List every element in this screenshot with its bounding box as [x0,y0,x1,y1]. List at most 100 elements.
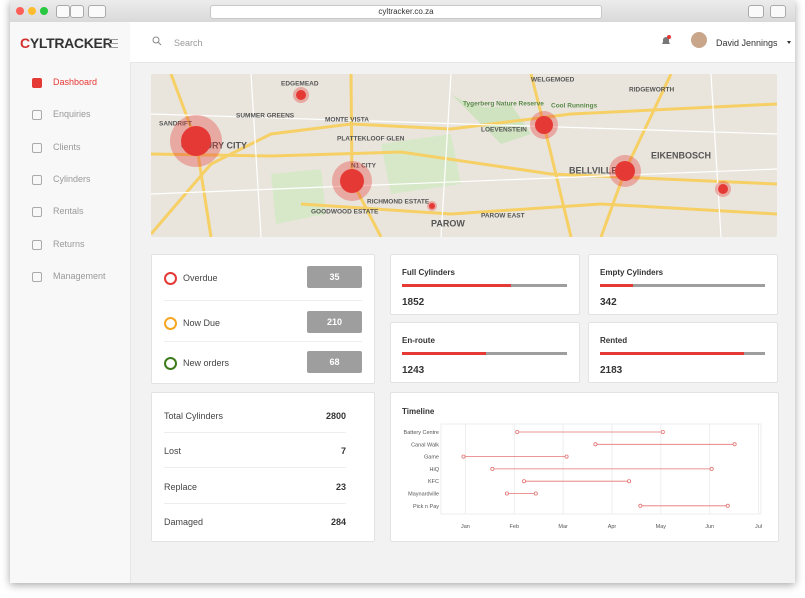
progress-track [402,352,567,355]
browser-chrome: cyltracker.co.za [10,0,795,23]
cylinder-label: Full Cylinders [402,268,455,277]
tabs-button[interactable] [770,5,786,18]
cylinder-value: 1243 [402,365,425,376]
chart-title: Timeline [402,407,435,416]
map-label: LOEVENSTEIN [481,127,527,134]
y-tick-label: Battery Centre [404,430,439,436]
map-label: EDGEMEAD [281,81,319,88]
progress-fill [402,352,487,355]
cylinder-value: 342 [600,297,617,308]
separator [164,300,362,301]
y-tick-label: Maynardville [408,492,439,498]
close-button[interactable] [16,7,24,15]
avatar[interactable] [691,32,707,48]
range-end [732,442,737,447]
sidebar-button[interactable] [88,5,106,18]
range-end [709,466,714,471]
map-label: SUMMER GREENS [236,113,295,120]
y-tick-label: KFC [428,479,439,485]
range-end [564,454,569,459]
map-marker-core [340,169,364,193]
cylinder-card: En-route 1243 [390,322,580,383]
status-count: 68 [307,351,362,373]
total-value: 23 [335,481,346,492]
y-tick-label: Pick n Pay [413,504,439,510]
progress-fill [600,284,633,287]
map-label: MONTE VISTA [325,117,369,124]
logo[interactable]: CYLTRACKER [20,35,113,51]
menu-icon [32,142,42,153]
progress-track [600,284,765,287]
url-bar[interactable]: cyltracker.co.za [210,5,602,19]
x-tick-label: Apr [608,524,617,530]
map-markers [170,87,731,211]
range-end [725,503,730,508]
x-tick-label: Feb [510,524,519,530]
menu-item[interactable]: Management [53,270,106,281]
cylinder-value: 2183 [600,365,623,376]
menu-item[interactable]: Rentals [53,206,84,217]
map-label: Cool Runnings [551,103,598,110]
map-label: SANDRIFT [159,121,192,128]
total-value: 7 [340,446,346,457]
x-tick-label: Mar [558,524,568,530]
map[interactable]: EDGEMEAD WELGEMOED RIDGEWORTH SANDRIFT SUMME… [151,74,777,237]
menu-item[interactable]: Clients [53,141,81,152]
cylinder-card: Full Cylinders 1852 [390,254,580,315]
user-caret[interactable] [787,41,791,44]
menu-icon [32,239,42,250]
total-label: Damaged [164,516,204,527]
sidebar: CYLTRACKER Dashboard Enquiries Clients Cyli… [10,22,131,583]
browser-window: cyltracker.co.za CYLTRACKER Dashboard Enq… [10,0,795,583]
range-start [504,491,509,496]
x-tick-label: Jun [705,524,714,530]
plot-area [440,423,762,515]
share-button[interactable] [748,5,764,18]
range-end [660,430,665,435]
x-tick-label: Jan [461,524,470,530]
status-icon [164,357,177,370]
menu-item[interactable]: Returns [53,238,85,249]
separator [164,432,346,433]
menu-item[interactable]: Cylinders [53,173,91,184]
zoom-button[interactable] [40,7,48,15]
menu-icon [32,78,42,88]
forward-button[interactable] [70,5,84,18]
menu-item[interactable]: Dashboard [53,77,98,87]
y-tick-label: Canal Walk [411,442,439,448]
menu-toggle[interactable] [109,39,118,48]
separator [164,341,362,342]
menu-icon [32,271,42,282]
search-input[interactable]: Search [174,38,203,48]
user-name[interactable]: David Jennings [716,38,778,48]
menu-icon [32,174,42,185]
cylinder-value: 1852 [402,297,425,308]
progress-fill [600,352,744,355]
map-label: PAROW EAST [481,213,525,220]
total-value: 284 [330,516,346,527]
range-start [522,479,527,484]
back-button[interactable] [56,5,70,18]
map-label: GOODWOOD ESTATE [311,209,379,216]
notification-bell[interactable] [661,35,671,47]
totals-card: Total Cylinders 2800 Lost 7 Replace 23 Damaged… [151,392,375,542]
total-label: Lost [164,446,182,457]
map-label: PAROW [431,218,465,228]
top-bar: Search David Jennings [130,22,795,63]
range-end [533,491,538,496]
cylinder-label: En-route [402,336,435,345]
minimize-button[interactable] [28,7,36,15]
y-tick-label: Game [424,455,439,461]
map-label: PLATTEKLOOF GLEN [337,136,405,143]
menu-item[interactable]: Enquiries [53,109,91,120]
status-count: 35 [307,266,362,288]
x-tick-label: Jul [755,524,762,530]
map-label: Tygerberg Nature Reserve [463,101,544,108]
total-label: Total Cylinders [164,411,224,421]
map-label: RIDGEWORTH [629,87,674,94]
map-marker-core [429,203,435,209]
map-label: BELLVILLE [569,165,617,175]
progress-track [600,352,765,355]
status-card: Overdue 35 Now Due 210 New orders 68 [151,254,375,384]
